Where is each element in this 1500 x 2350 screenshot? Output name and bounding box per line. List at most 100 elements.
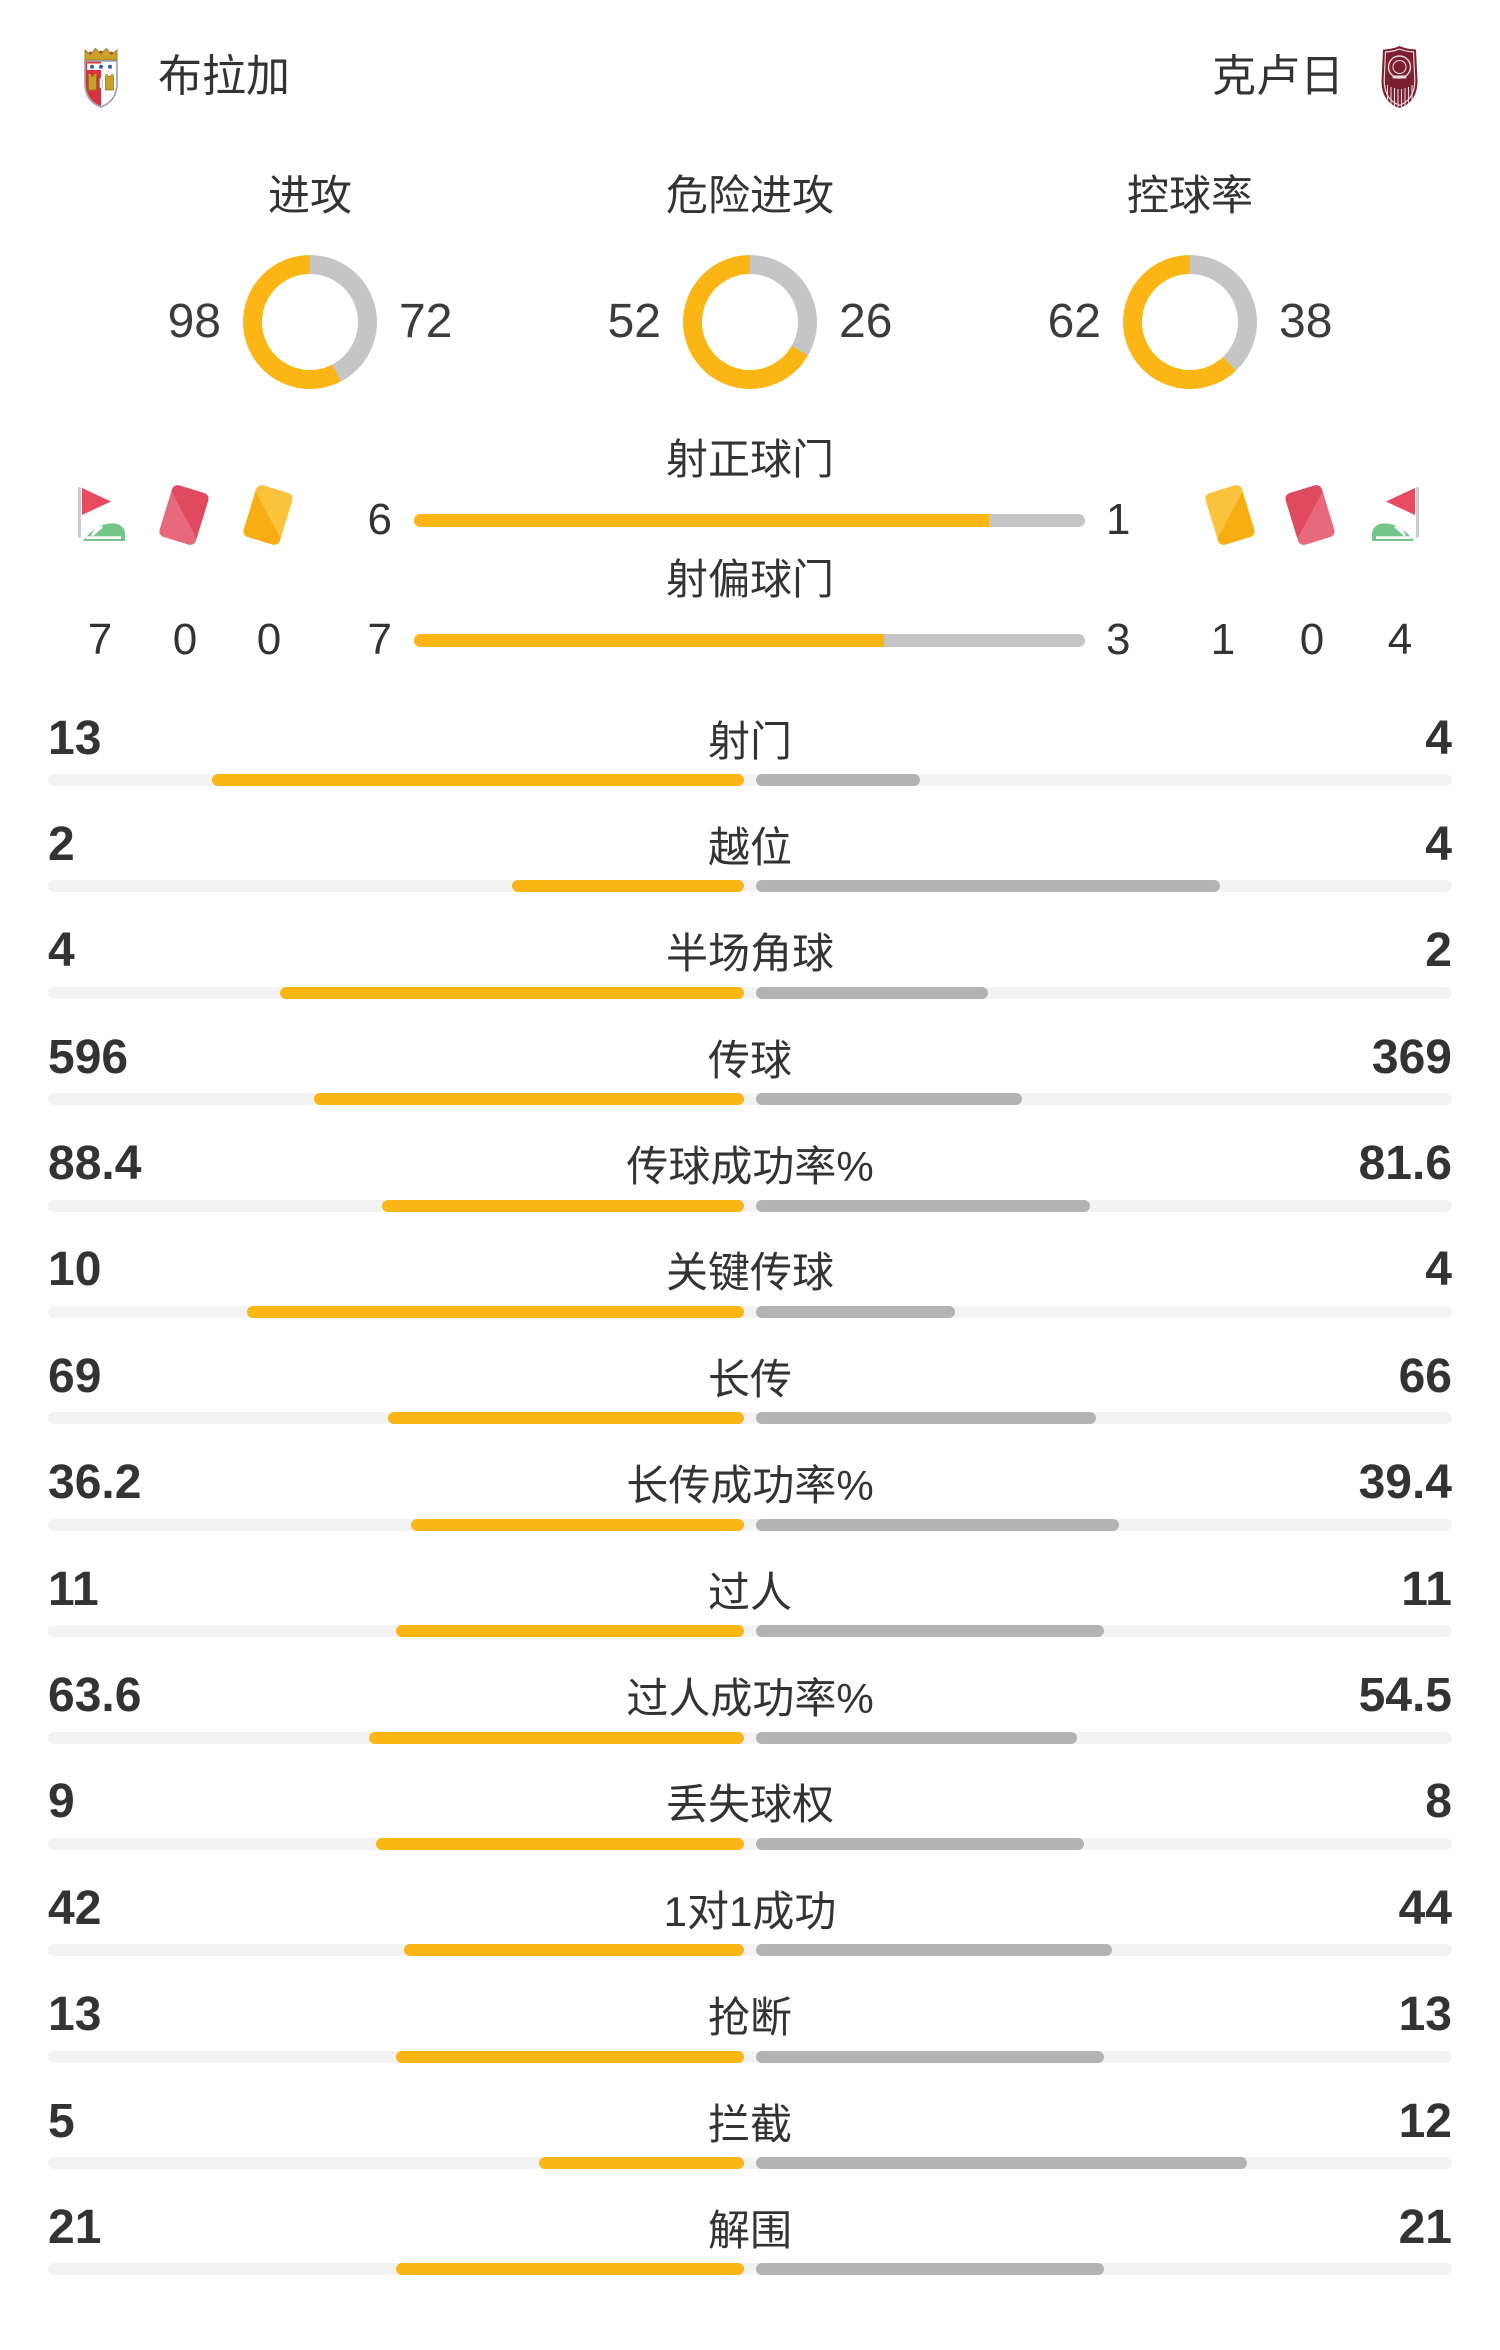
stat-away-value: 4 <box>1425 817 1452 871</box>
home-team-header[interactable]: 布拉加 <box>77 42 290 112</box>
stat-line: 63.6 过人成功率% 54.5 <box>48 1661 1452 1731</box>
shots-off-target-home-fill <box>414 634 884 647</box>
stat-line: 88.4 传球成功率% 81.6 <box>48 1129 1452 1199</box>
stat-away-value: 369 <box>1371 1030 1452 1084</box>
stat-home-bar <box>396 2050 744 2063</box>
stat-label: 越位 <box>707 823 793 871</box>
stat-away-bar <box>756 774 920 786</box>
stat-home-bar <box>382 1199 744 1212</box>
stat-row: 21 解围 21 <box>48 2192 1452 2298</box>
donut-stat-group: 危险进攻 52 26 <box>530 174 970 389</box>
stat-away-bar <box>756 2050 1104 2063</box>
shots-on-target-away-value: 1 <box>1106 495 1131 544</box>
stat-bar-track <box>48 1731 1452 1744</box>
donut-stat-title: 进攻 <box>267 172 352 219</box>
stat-row: 596 传球 369 <box>48 1022 1452 1128</box>
stat-bar-track <box>48 1093 1452 1106</box>
donut-ring-chart <box>243 255 377 389</box>
donut-section: 进攻 98 72 危险进攻 52 26 控球率 62 38 <box>0 174 1500 389</box>
away-yellow-cards-count: 1 <box>1210 615 1236 664</box>
stat-row: 69 长传 66 <box>48 1341 1452 1447</box>
stat-label: 传球成功率% <box>626 1143 874 1191</box>
stat-line: 42 1对1成功 44 <box>48 1873 1452 1943</box>
stat-bar-track <box>48 774 1452 786</box>
stat-away-value: 4 <box>1425 1243 1452 1297</box>
stat-away-bar <box>756 1944 1113 1957</box>
away-red-cards-count: 0 <box>1299 615 1325 664</box>
stat-home-bar <box>410 1518 744 1531</box>
stat-label: 拦截 <box>707 2100 793 2148</box>
donut-stat-group: 进攻 98 72 <box>90 174 530 389</box>
stat-label: 射门 <box>707 717 793 765</box>
stat-row: 10 关键传球 4 <box>48 1235 1452 1341</box>
stat-bar-track <box>48 1837 1452 1850</box>
stat-label: 丢失球权 <box>665 1781 835 1829</box>
stat-bar-track <box>48 1199 1452 1212</box>
home-team-crest-icon <box>84 47 118 108</box>
stat-away-value: 2 <box>1425 924 1452 978</box>
stat-away-value: 21 <box>1398 2200 1452 2254</box>
home-yellow-cards-count: 0 <box>256 615 282 664</box>
stat-home-value: 21 <box>48 2200 102 2254</box>
stat-home-bar <box>396 2263 744 2276</box>
donut-home-value: 62 <box>1047 295 1101 348</box>
donut-away-value: 38 <box>1279 295 1333 348</box>
stat-line: 5 拦截 12 <box>48 2086 1452 2156</box>
stat-label: 过人 <box>707 1568 793 1616</box>
stat-line: 11 过人 11 <box>48 1554 1452 1624</box>
stat-home-value: 2 <box>48 817 75 871</box>
stat-away-bar <box>756 880 1220 893</box>
stat-row: 2 越位 4 <box>48 809 1452 915</box>
stat-home-bar <box>211 774 744 786</box>
stat-home-value: 36.2 <box>48 1456 142 1510</box>
stats-list: 13 射门 4 2 越位 4 4 半场角球 2 <box>48 703 1452 2299</box>
stat-away-bar <box>756 1305 955 1318</box>
away-team-header[interactable]: 克卢日 <box>1212 42 1422 112</box>
donut-stat-group: 控球率 62 38 <box>970 174 1410 389</box>
stat-home-bar <box>369 1731 744 1744</box>
stat-home-value: 88.4 <box>48 1137 142 1191</box>
shots-on-target-home-fill <box>414 514 990 527</box>
shots-on-target-bar <box>414 514 1085 527</box>
stat-away-bar <box>756 1518 1119 1531</box>
stat-home-value: 63.6 <box>48 1669 142 1723</box>
stat-bar-track <box>48 986 1452 999</box>
stat-bar-track <box>48 2157 1452 2170</box>
stat-label: 解围 <box>707 2206 793 2254</box>
stat-label: 半场角球 <box>665 930 835 978</box>
stat-label: 传球 <box>707 1036 793 1084</box>
stat-away-value: 81.6 <box>1358 1137 1452 1191</box>
stat-line: 2 越位 4 <box>48 809 1452 879</box>
corner-flag-icon <box>78 487 125 541</box>
stat-row: 9 丢失球权 8 <box>48 1767 1452 1873</box>
stat-home-bar <box>246 1305 744 1318</box>
stat-label: 过人成功率% <box>626 1675 874 1723</box>
stat-label: 长传 <box>707 1355 793 1403</box>
stat-away-bar <box>756 2263 1104 2276</box>
stat-home-value: 5 <box>48 2094 75 2148</box>
stat-line: 69 长传 66 <box>48 1341 1452 1411</box>
stat-away-bar <box>756 1837 1084 1850</box>
donut-row: 52 26 <box>530 255 970 389</box>
stat-home-bar <box>404 1944 744 1957</box>
stat-line: 36.2 长传成功率% 39.4 <box>48 1448 1452 1518</box>
corner-flag-icon <box>1372 487 1419 541</box>
away-team-crest-icon <box>1381 46 1418 108</box>
stat-home-value: 13 <box>48 1988 102 2042</box>
donut-stat-title: 危险进攻 <box>665 172 834 219</box>
stat-line: 13 抢断 13 <box>48 1980 1452 2050</box>
donut-away-value: 26 <box>839 295 893 348</box>
shots-off-target-home-value: 7 <box>367 615 392 664</box>
stat-row: 13 射门 4 <box>48 703 1452 809</box>
stat-away-bar <box>756 1625 1104 1638</box>
stat-row: 13 抢断 13 <box>48 1980 1452 2086</box>
stat-label: 长传成功率% <box>626 1462 874 1510</box>
stat-line: 21 解围 21 <box>48 2192 1452 2262</box>
donut-stat-title: 控球率 <box>1126 172 1253 219</box>
stat-bar-track <box>48 1944 1452 1957</box>
stat-home-value: 4 <box>48 924 75 978</box>
stat-row: 4 半场角球 2 <box>48 916 1452 1022</box>
shots-off-target-title: 射偏球门 <box>665 556 834 603</box>
donut-away-value: 72 <box>399 295 453 348</box>
